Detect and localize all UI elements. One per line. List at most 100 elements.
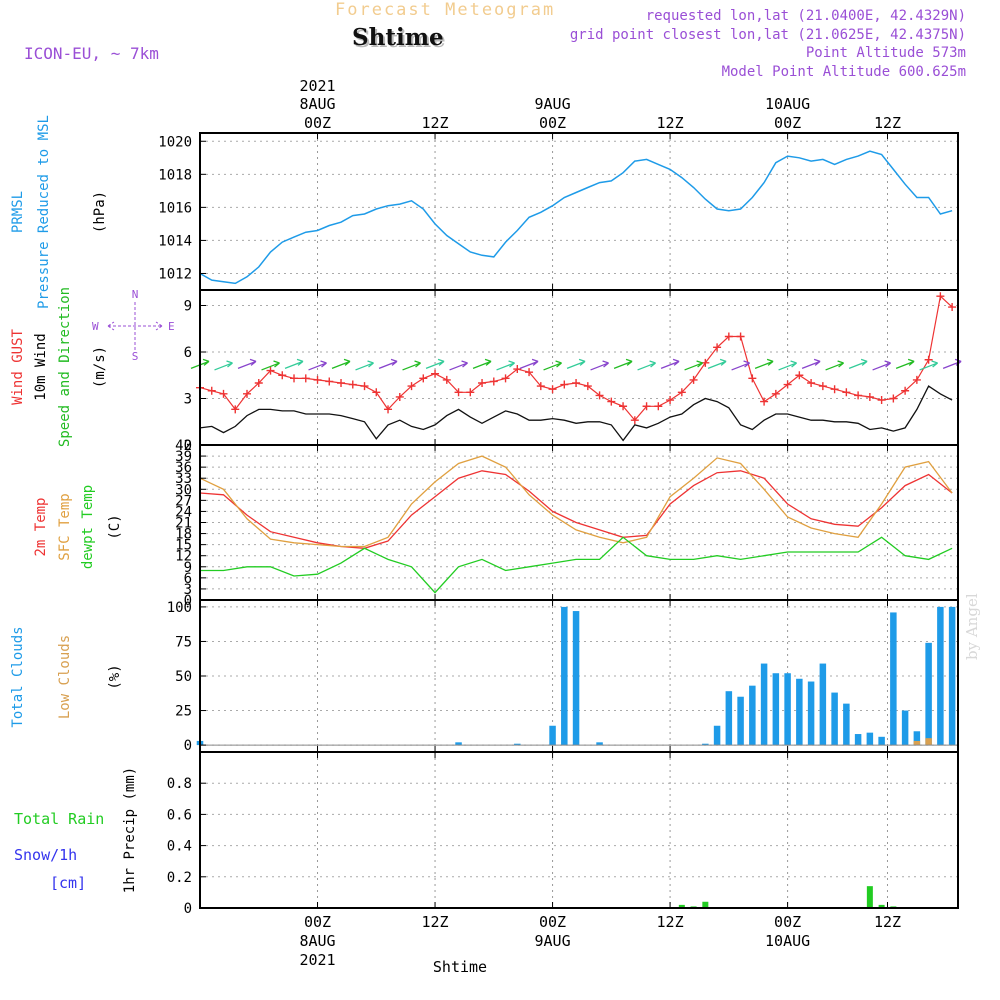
y-tick-label: 15 xyxy=(175,538,192,554)
y-tick-label: 0.8 xyxy=(167,776,192,792)
snow-unit-legend: [cm] xyxy=(50,874,86,892)
total-cloud-bar xyxy=(854,734,862,746)
model-label: ICON-EU, ~ 7km xyxy=(24,44,159,63)
y-tick-label: 1016 xyxy=(158,200,192,216)
y-tick-label: 39 xyxy=(175,449,192,465)
bottom-hour-label: 12Z xyxy=(657,913,684,931)
gust-marker xyxy=(207,386,216,395)
gust-marker xyxy=(771,389,780,398)
grid-layer xyxy=(200,133,958,909)
gust-marker xyxy=(595,391,604,400)
wind-direction-arrow xyxy=(801,358,821,370)
gust-line xyxy=(199,295,953,422)
wind-direction-arrow xyxy=(590,360,609,371)
y-tick-label: 0 xyxy=(184,593,192,609)
precip-axis-label: 1hr Precip (mm) xyxy=(122,767,138,893)
gust-marker xyxy=(572,379,581,387)
total-cloud-bar xyxy=(866,732,874,746)
y-tick-label: 3 xyxy=(184,392,192,408)
dewpt-temp-axis-label: dewpt Temp xyxy=(80,485,96,569)
gust-marker xyxy=(313,375,322,384)
bottom-hour-label: 12Z xyxy=(874,913,901,931)
rain-legend: Total Rain xyxy=(14,810,104,828)
gust-marker xyxy=(442,375,451,384)
temp-unit: (C) xyxy=(107,514,123,539)
total-cloud-bar xyxy=(596,742,603,746)
gust-marker xyxy=(677,388,686,397)
top-date-label: 9AUG xyxy=(534,95,570,113)
top-hour-label: 12Z xyxy=(421,114,448,132)
compass-cross xyxy=(107,302,163,351)
gust-marker xyxy=(560,380,569,389)
total-cloud-bar xyxy=(925,642,932,746)
gust-marker xyxy=(689,375,698,384)
clouds-unit: (%) xyxy=(107,664,123,689)
gust-marker xyxy=(489,377,498,386)
y-tick-label: 12 xyxy=(175,549,192,565)
y-tick-label: 1018 xyxy=(158,167,192,183)
wind-direction-arrow xyxy=(566,358,586,370)
total-clouds-axis-label: Total Clouds xyxy=(10,626,26,727)
y-tick-label: 0 xyxy=(184,438,192,454)
gust-marker xyxy=(548,385,557,394)
wind-unit: (m/s) xyxy=(92,346,108,388)
y-tick-label: 18 xyxy=(175,527,192,543)
y-tick-label: 1020 xyxy=(158,134,192,150)
bottom-hour-label: 00Z xyxy=(774,913,801,931)
gust-marker xyxy=(795,371,804,380)
gust-marker xyxy=(348,380,357,389)
compass-w: W xyxy=(92,320,99,333)
low-cloud-bar xyxy=(925,738,932,746)
y-tick-label: 6 xyxy=(184,345,192,361)
data-layer xyxy=(190,150,962,908)
top-year-label: 2021 xyxy=(299,77,335,95)
y-tick-label: 21 xyxy=(175,516,192,532)
gust-marker xyxy=(807,379,816,387)
gust-marker xyxy=(854,391,863,400)
wind-direction-arrow xyxy=(707,358,727,370)
wind-direction-arrow xyxy=(355,360,374,371)
model-altitude: Model Point Altitude 600.625m xyxy=(721,64,966,80)
low-cloud-bar xyxy=(913,740,921,746)
compass-e: E xyxy=(168,320,175,333)
y-tick-label: 75 xyxy=(175,634,192,650)
top-hour-label: 00Z xyxy=(304,114,331,132)
requested-lonlat: requested lon,lat (21.0400E, 42.4329N) xyxy=(645,8,966,24)
gust-marker xyxy=(466,388,475,397)
top-date-label: 10AUG xyxy=(765,95,810,113)
wind-direction-arrow xyxy=(331,358,351,370)
gust-marker xyxy=(865,392,874,401)
bottom-caption: Shtime xyxy=(433,958,487,976)
wind-direction-arrow xyxy=(378,358,398,370)
gust-marker xyxy=(536,382,545,391)
gust-marker xyxy=(936,292,945,301)
gust-marker xyxy=(407,382,416,391)
gust-marker xyxy=(912,375,921,384)
frames-layer xyxy=(199,132,959,909)
total-cloud-bar xyxy=(948,606,956,746)
point-altitude: Point Altitude 573m xyxy=(805,45,966,61)
gust-marker xyxy=(736,332,745,341)
y-tick-label: 33 xyxy=(175,471,192,487)
y-tick-label: 36 xyxy=(175,460,192,476)
bottom-date-label: 9AUG xyxy=(534,932,570,950)
gust-marker xyxy=(619,402,628,411)
wind-direction-arrow xyxy=(848,358,868,370)
wind-direction-arrow xyxy=(825,360,845,371)
wind-direction-axis-label: Speed and Direction xyxy=(57,287,73,447)
panel-frame xyxy=(199,132,959,291)
y-tick-label: 27 xyxy=(175,493,192,509)
wind-direction-arrow xyxy=(496,360,515,371)
gust-marker xyxy=(830,385,839,394)
top-date-label: 8AUG xyxy=(299,95,335,113)
gust-marker xyxy=(713,343,722,352)
rain-bar xyxy=(878,904,885,908)
y-tick-label: 50 xyxy=(175,669,192,685)
gust-marker xyxy=(760,397,769,406)
total-cloud-bar xyxy=(796,678,803,746)
gust-marker xyxy=(384,405,393,414)
total-cloud-bar xyxy=(455,742,462,746)
rain-bar xyxy=(866,886,873,908)
gust-marker xyxy=(924,355,933,364)
gust-marker xyxy=(478,379,487,387)
